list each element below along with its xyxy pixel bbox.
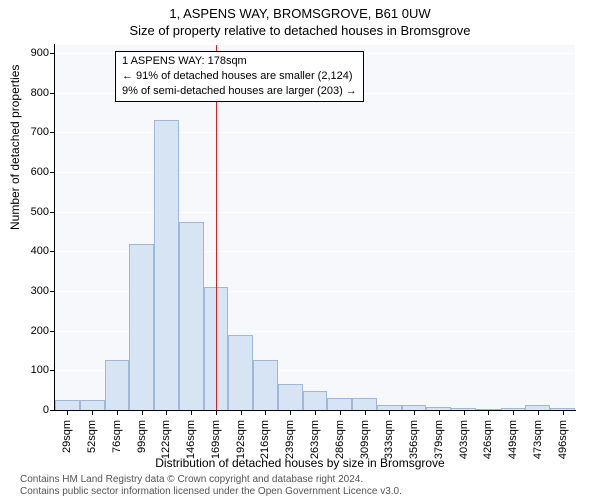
x-tick-mark bbox=[216, 410, 217, 415]
histogram-bar bbox=[129, 244, 154, 410]
y-tick-mark bbox=[50, 291, 55, 292]
x-tick-label: 473sqm bbox=[532, 420, 544, 480]
x-tick-label: 379sqm bbox=[433, 420, 445, 480]
chart-container: 1, ASPENS WAY, BROMSGROVE, B61 0UW Size … bbox=[0, 0, 600, 500]
x-tick-mark bbox=[563, 410, 564, 415]
x-tick-label: 496sqm bbox=[557, 420, 569, 480]
histogram-bar bbox=[55, 400, 80, 410]
x-tick-label: 52sqm bbox=[86, 420, 98, 480]
y-tick-mark bbox=[50, 410, 55, 411]
x-tick-mark bbox=[117, 410, 118, 415]
y-tick-mark bbox=[50, 331, 55, 332]
y-tick-mark bbox=[50, 172, 55, 173]
gridline bbox=[55, 172, 575, 173]
annotation-line: ← 91% of detached houses are smaller (2,… bbox=[122, 69, 357, 84]
footer: Contains HM Land Registry data © Crown c… bbox=[20, 474, 402, 498]
x-tick-label: 239sqm bbox=[284, 420, 296, 480]
x-tick-mark bbox=[142, 410, 143, 415]
x-tick-mark bbox=[513, 410, 514, 415]
plot-background: 010020030040050060070080090029sqm52sqm76… bbox=[55, 45, 575, 410]
y-tick-mark bbox=[50, 212, 55, 213]
x-tick-label: 286sqm bbox=[334, 420, 346, 480]
x-tick-mark bbox=[340, 410, 341, 415]
title-line-1: 1, ASPENS WAY, BROMSGROVE, B61 0UW bbox=[0, 0, 600, 21]
x-tick-mark bbox=[265, 410, 266, 415]
footer-line-2: Contains public sector information licen… bbox=[20, 486, 402, 498]
x-tick-label: 216sqm bbox=[259, 420, 271, 480]
histogram-bar bbox=[80, 400, 105, 410]
x-tick-label: 192sqm bbox=[235, 420, 247, 480]
x-tick-label: 426sqm bbox=[482, 420, 494, 480]
annotation-line: 1 ASPENS WAY: 178sqm bbox=[122, 54, 357, 69]
x-tick-mark bbox=[365, 410, 366, 415]
x-tick-mark bbox=[67, 410, 68, 415]
histogram-bar bbox=[352, 398, 377, 410]
histogram-bar bbox=[179, 222, 204, 410]
x-tick-mark bbox=[191, 410, 192, 415]
x-tick-mark bbox=[241, 410, 242, 415]
x-axis-label: Distribution of detached houses by size … bbox=[0, 456, 600, 470]
y-tick-mark bbox=[50, 53, 55, 54]
histogram-bar bbox=[105, 360, 130, 410]
x-tick-mark bbox=[290, 410, 291, 415]
histogram-bar bbox=[327, 398, 352, 410]
x-tick-label: 146sqm bbox=[185, 420, 197, 480]
x-tick-mark bbox=[414, 410, 415, 415]
x-tick-mark bbox=[439, 410, 440, 415]
x-tick-mark bbox=[389, 410, 390, 415]
y-tick-mark bbox=[50, 93, 55, 94]
histogram-bar bbox=[278, 384, 303, 410]
x-tick-label: 449sqm bbox=[507, 420, 519, 480]
annotation-line: 9% of semi-detached houses are larger (2… bbox=[122, 84, 357, 99]
title-line-2: Size of property relative to detached ho… bbox=[0, 21, 600, 38]
x-tick-label: 169sqm bbox=[210, 420, 222, 480]
histogram-bar bbox=[253, 360, 278, 410]
y-tick-mark bbox=[50, 251, 55, 252]
x-tick-label: 403sqm bbox=[458, 420, 470, 480]
histogram-bar bbox=[303, 391, 328, 410]
footer-line-1: Contains HM Land Registry data © Crown c… bbox=[20, 474, 402, 486]
x-tick-mark bbox=[315, 410, 316, 415]
y-axis-label: Number of detached properties bbox=[8, 65, 22, 230]
x-tick-label: 99sqm bbox=[136, 420, 148, 480]
plot-area: 010020030040050060070080090029sqm52sqm76… bbox=[55, 45, 575, 410]
x-tick-mark bbox=[166, 410, 167, 415]
x-tick-mark bbox=[488, 410, 489, 415]
x-tick-label: 333sqm bbox=[383, 420, 395, 480]
x-tick-label: 76sqm bbox=[111, 420, 123, 480]
y-tick-mark bbox=[50, 370, 55, 371]
gridline bbox=[55, 132, 575, 133]
y-tick-mark bbox=[50, 132, 55, 133]
histogram-bar bbox=[154, 120, 179, 410]
annotation-box: 1 ASPENS WAY: 178sqm← 91% of detached ho… bbox=[115, 51, 364, 102]
x-tick-label: 309sqm bbox=[359, 420, 371, 480]
x-tick-label: 263sqm bbox=[309, 420, 321, 480]
x-tick-mark bbox=[92, 410, 93, 415]
x-tick-label: 356sqm bbox=[408, 420, 420, 480]
histogram-bar bbox=[228, 335, 253, 410]
gridline bbox=[55, 212, 575, 213]
x-tick-label: 29sqm bbox=[61, 420, 73, 480]
x-tick-label: 122sqm bbox=[160, 420, 172, 480]
x-tick-mark bbox=[538, 410, 539, 415]
x-tick-mark bbox=[464, 410, 465, 415]
